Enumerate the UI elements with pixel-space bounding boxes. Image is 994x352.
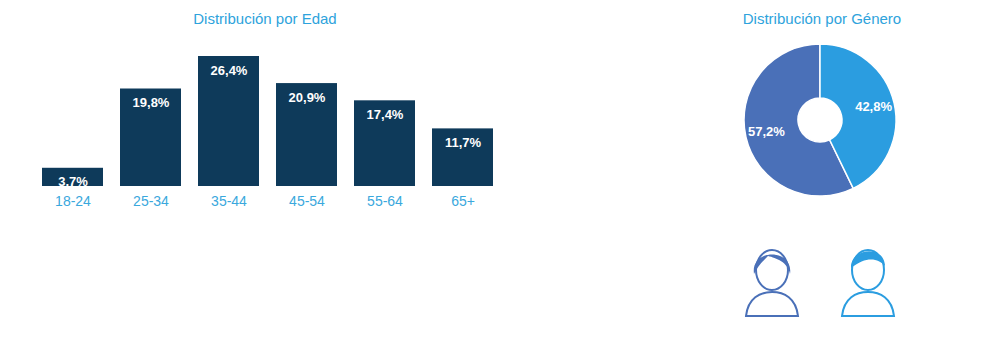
svg-text:55-64: 55-64 — [367, 193, 403, 209]
svg-text:65+: 65+ — [451, 193, 475, 209]
svg-text:19,8%: 19,8% — [133, 95, 170, 110]
svg-text:17,4%: 17,4% — [367, 107, 404, 122]
svg-text:42,8%: 42,8% — [855, 99, 892, 114]
svg-text:3,7%: 3,7% — [58, 174, 88, 189]
svg-text:20,9%: 20,9% — [289, 90, 326, 105]
svg-text:25-34: 25-34 — [133, 193, 169, 209]
svg-text:11,7%: 11,7% — [445, 135, 482, 150]
svg-text:57,2%: 57,2% — [748, 124, 785, 139]
html-text:Distribución por Edad: Distribución por Edad — [193, 10, 337, 27]
svg-text:45-54: 45-54 — [289, 193, 325, 209]
svg-text:35-44: 35-44 — [211, 193, 247, 209]
svg-text:18-24: 18-24 — [55, 193, 91, 209]
svg-text:26,4%: 26,4% — [211, 63, 248, 78]
html-text:Distribución por Género: Distribución por Género — [742, 10, 902, 27]
